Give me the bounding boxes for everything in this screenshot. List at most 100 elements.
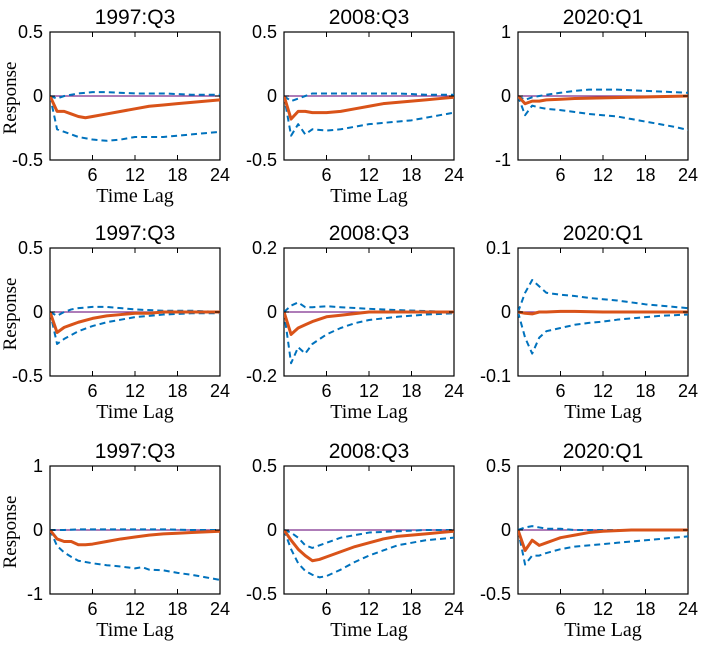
x-tick-label: 12 [359,381,379,401]
series-line-upper-band [284,301,454,313]
x-tick-label: 12 [125,165,145,185]
series-line-upper-band [50,528,220,531]
x-tick-label: 6 [555,381,565,401]
series-line-irf [518,94,688,106]
series-line-lower-band [50,311,220,345]
y-axis-label: Response [0,62,21,135]
x-tick-label: 6 [87,381,97,401]
panel-3: 6 12 18 24 -1 0 1 2020:Q1 [495,6,698,185]
series-group [284,301,454,365]
x-tick-label: 6 [555,165,565,185]
series-line-upper-band [284,92,454,103]
x-tick-label: 12 [359,599,379,619]
y-tick-label: 0.5 [252,22,277,42]
y-tick-label: -0.2 [246,366,277,386]
x-tick-label: 12 [593,165,613,185]
series-line-irf [50,95,220,120]
series-line-lower-band [518,311,688,355]
x-tick-label: 6 [321,599,331,619]
x-tick-label: 24 [678,165,698,185]
y-tick-label: 0 [501,520,511,540]
x-tick-label: 6 [87,599,97,619]
y-tick-label: 0 [267,86,277,106]
y-tick-label: 0.5 [486,456,511,476]
series-line-irf [284,529,454,563]
series-group [50,305,220,345]
x-tick-label: 18 [401,599,421,619]
y-axis-label: Response [0,496,21,569]
x-tick-label: 24 [444,165,464,185]
x-tick-label: 24 [444,599,464,619]
x-tick-label: 24 [210,165,230,185]
panel-8: 6 12 18 24 -0.5 0 0.5 2008:Q3 Time Lag [246,440,464,641]
series-line-upper-band [284,529,454,549]
y-axis-label: Response [0,278,21,351]
series-line-upper-band [518,88,688,101]
series-group [284,529,454,579]
series-line-irf [284,95,454,121]
y-tick-label: -0.5 [480,584,511,604]
y-tick-label: -0.5 [246,584,277,604]
chart-title: 1997:Q3 [95,6,176,29]
x-tick-label: 24 [444,381,464,401]
y-tick-label: 0 [33,302,43,322]
series-group [50,528,220,581]
series-line-lower-band [50,95,220,142]
series-line-upper-band [50,91,220,100]
x-tick-label: 18 [167,165,187,185]
series-group [284,92,454,137]
series-line-irf [518,309,688,316]
series-line-lower-band [50,529,220,581]
y-tick-label: 0.5 [18,22,43,42]
y-tick-label: 1 [33,456,43,476]
y-tick-label: 0.1 [486,238,511,258]
x-tick-label: 18 [401,381,421,401]
x-axis-label: Time Lag [330,619,408,641]
x-tick-label: 24 [210,599,230,619]
y-tick-label: -0.5 [12,150,43,170]
series-line-irf [284,310,454,336]
y-tick-label: 0.5 [18,238,43,258]
x-tick-label: 24 [678,381,698,401]
y-tick-label: 0 [33,86,43,106]
panel-5: 6 12 18 24 -0.2 0 0.2 2008:Q3 Time Lag [246,222,464,423]
x-tick-label: 12 [125,599,145,619]
series-group [518,88,688,131]
chart-title: 2020:Q1 [563,222,644,245]
series-line-lower-band [284,311,454,365]
series-line-lower-band [518,529,688,566]
series-line-irf [50,529,220,547]
series-group [518,525,688,566]
series-group [50,91,220,142]
panel-7: 6 12 18 24 -1 0 1 1997:Q3 Time Lag Response [0,440,230,641]
x-tick-label: 24 [678,599,698,619]
panel-9: 6 12 18 24 -0.5 0 0.5 2020:Q1 Time Lag [480,440,698,641]
x-tick-label: 12 [359,165,379,185]
x-tick-label: 18 [635,165,655,185]
y-tick-label: 1 [501,22,511,42]
y-tick-label: 0 [501,86,511,106]
chart-title: 1997:Q3 [95,222,176,245]
x-tick-label: 18 [401,165,421,185]
panel-4: 6 12 18 24 -0.5 0 0.5 1997:Q3 Time Lag Response [0,222,230,423]
y-tick-label: 0 [33,520,43,540]
y-tick-label: 0 [501,302,511,322]
x-axis-label: Time Lag [96,619,174,641]
x-tick-label: 6 [555,599,565,619]
y-tick-label: -1 [27,584,43,604]
chart-title: 2008:Q3 [329,222,410,245]
x-tick-label: 12 [593,599,613,619]
x-axis-label: Time Lag [564,401,642,423]
panel-6: 6 12 18 24 -0.1 0 0.1 2020:Q1 Time Lag [480,222,698,423]
x-axis-label: Time Lag [330,185,408,207]
x-axis-label: Time Lag [96,185,174,207]
series-line-lower-band [284,529,454,579]
y-tick-label: 0 [267,302,277,322]
chart-title: 1997:Q3 [95,440,176,463]
x-tick-label: 6 [321,165,331,185]
y-tick-label: 0 [267,520,277,540]
x-tick-label: 12 [125,381,145,401]
chart-title: 2008:Q3 [329,6,410,29]
x-tick-label: 18 [635,599,655,619]
series-line-irf [518,528,688,552]
